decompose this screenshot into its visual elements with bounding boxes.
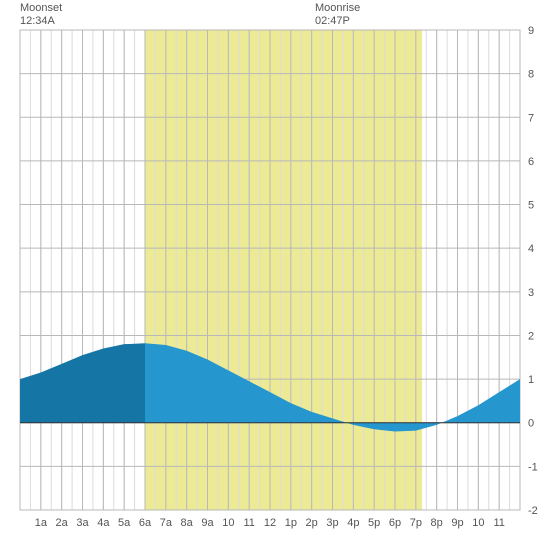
- moonrise-title: Moonrise: [315, 2, 360, 14]
- moonrise-time: 02:47P: [315, 15, 350, 27]
- svg-text:3p: 3p: [326, 517, 338, 529]
- svg-text:-1: -1: [528, 461, 538, 473]
- svg-text:11: 11: [493, 517, 504, 529]
- svg-text:2: 2: [528, 330, 534, 342]
- svg-text:4p: 4p: [347, 517, 359, 529]
- svg-text:8a: 8a: [181, 517, 194, 529]
- svg-text:3: 3: [528, 287, 534, 299]
- svg-text:8p: 8p: [431, 517, 443, 529]
- svg-text:9p: 9p: [451, 517, 463, 529]
- chart-container: Moonset 12:34A Moonrise 02:47P -2-101234…: [0, 0, 550, 550]
- svg-text:1p: 1p: [285, 517, 297, 529]
- svg-text:10: 10: [222, 517, 234, 529]
- moonset-time: 12:34A: [20, 15, 55, 27]
- tide-chart: -2-101234567891a2a3a4a5a6a7a8a9a1011121p…: [0, 0, 550, 550]
- svg-text:2a: 2a: [56, 517, 69, 529]
- svg-text:11: 11: [243, 517, 254, 529]
- svg-text:3a: 3a: [76, 517, 89, 529]
- svg-text:12: 12: [264, 517, 276, 529]
- svg-text:6p: 6p: [389, 517, 401, 529]
- svg-text:5a: 5a: [118, 517, 131, 529]
- svg-text:-2: -2: [528, 505, 538, 517]
- svg-text:7a: 7a: [160, 517, 173, 529]
- svg-text:4a: 4a: [97, 517, 110, 529]
- svg-text:9: 9: [528, 25, 534, 37]
- svg-text:4: 4: [528, 243, 534, 255]
- moonset-label: Moonset 12:34A: [20, 2, 62, 28]
- moonrise-label: Moonrise 02:47P: [315, 2, 360, 28]
- svg-text:8: 8: [528, 69, 534, 81]
- svg-text:6a: 6a: [139, 517, 152, 529]
- svg-text:7p: 7p: [410, 517, 422, 529]
- svg-text:5: 5: [528, 200, 534, 212]
- svg-text:2p: 2p: [306, 517, 318, 529]
- svg-text:0: 0: [528, 418, 534, 430]
- moonset-title: Moonset: [20, 2, 62, 14]
- svg-text:1a: 1a: [35, 517, 48, 529]
- svg-text:7: 7: [528, 112, 534, 124]
- svg-text:5p: 5p: [368, 517, 380, 529]
- svg-text:10: 10: [472, 517, 484, 529]
- svg-text:6: 6: [528, 156, 534, 168]
- svg-text:1: 1: [528, 374, 534, 386]
- svg-text:9a: 9a: [201, 517, 214, 529]
